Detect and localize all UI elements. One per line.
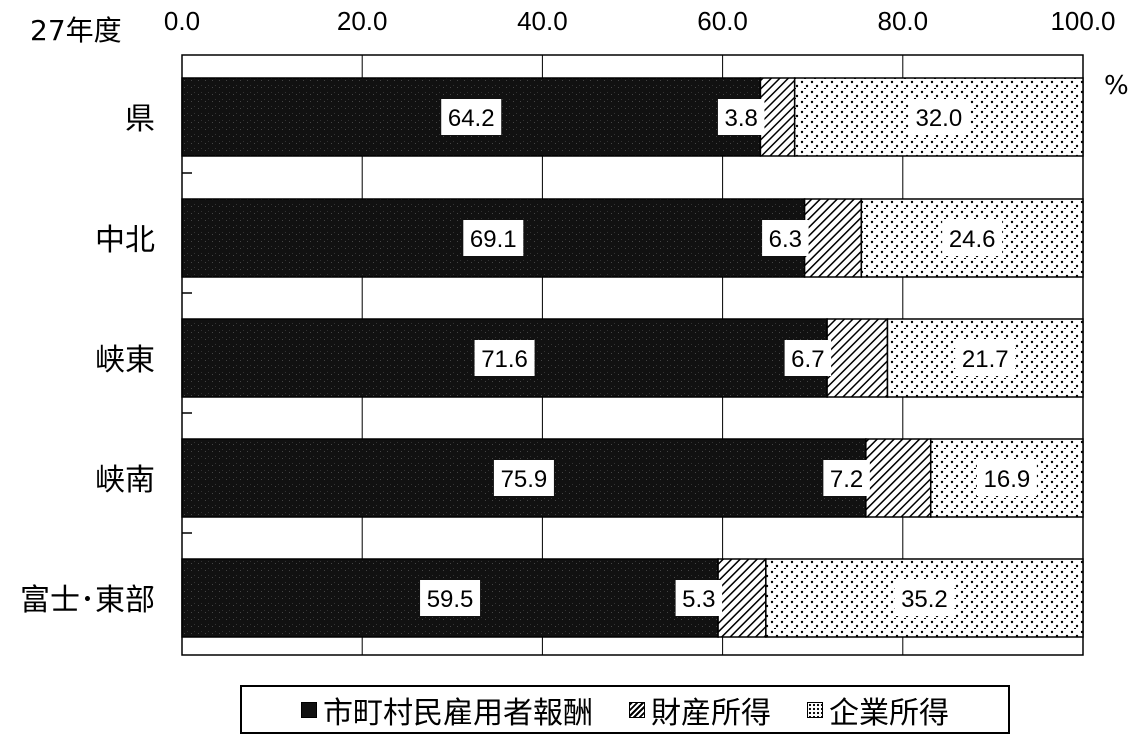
data-label-bg (823, 460, 870, 496)
legend-item-compensation: 市町村民雇用者報酬 (301, 688, 593, 732)
data-label: 16.9 (984, 466, 1031, 493)
data-label: 21.7 (962, 346, 1009, 373)
data-label-bg (675, 580, 723, 616)
unit-label: % (1104, 71, 1129, 101)
x-tick-label: 60.0 (697, 6, 748, 36)
data-label-bg (976, 460, 1037, 496)
x-tick-label: 20.0 (337, 6, 388, 36)
data-label-bg (463, 220, 524, 256)
data-label: 7.2 (830, 466, 863, 493)
data-label: 64.2 (448, 105, 495, 132)
data-label: 24.6 (949, 226, 996, 253)
category-label: 富士･東部 (20, 583, 155, 618)
bar-segment (826, 318, 889, 398)
x-tick-label: 0.0 (164, 6, 200, 36)
data-label: 5.3 (682, 586, 715, 613)
category-label: 峡南 (95, 463, 155, 498)
data-label-bg (717, 99, 765, 135)
x-tick-label: 100.0 (1050, 6, 1115, 36)
data-label: 59.5 (427, 586, 474, 613)
data-label-bg (420, 580, 481, 616)
data-label-bg (441, 99, 502, 135)
data-label-bg (474, 340, 535, 376)
data-label: 3.8 (725, 105, 758, 132)
category-label: 県 (125, 102, 155, 137)
data-label-bg (908, 99, 969, 135)
legend: 市町村民雇用者報酬 財産所得 企業所得 (240, 685, 1010, 734)
bar-segment (717, 558, 767, 638)
bar-segment (865, 438, 932, 518)
legend-item-enterprise-income: 企業所得 (807, 688, 949, 732)
legend-label-property-income: 財産所得 (651, 695, 771, 731)
data-label: 32.0 (915, 105, 962, 132)
data-label-bg (955, 340, 1016, 376)
bar-segment (759, 77, 796, 157)
category-label: 中北 (95, 223, 155, 258)
x-tick-label: 40.0 (517, 6, 568, 36)
data-label-bg (762, 220, 809, 256)
data-label-bg (942, 220, 1003, 256)
legend-swatch-solid (301, 701, 317, 718)
data-label-bg (784, 340, 832, 376)
data-label: 35.2 (901, 586, 948, 613)
data-label: 6.7 (791, 346, 824, 373)
data-label: 6.3 (769, 226, 802, 253)
legend-swatch-hatch (629, 701, 645, 718)
data-label-bg (894, 580, 955, 616)
legend-label-compensation: 市町村民雇用者報酬 (323, 695, 593, 731)
legend-swatch-dots (807, 701, 823, 718)
bar-segment (803, 198, 863, 278)
legend-label-enterprise-income: 企業所得 (829, 695, 949, 731)
x-tick-label: 80.0 (877, 6, 928, 36)
category-label: 峡東 (95, 343, 155, 378)
data-label: 69.1 (470, 226, 517, 253)
data-label: 71.6 (481, 346, 528, 373)
data-label-bg (493, 460, 554, 496)
legend-item-property-income: 財産所得 (629, 688, 771, 732)
data-label: 75.9 (501, 466, 548, 493)
year-label: 27年度 (30, 14, 122, 47)
